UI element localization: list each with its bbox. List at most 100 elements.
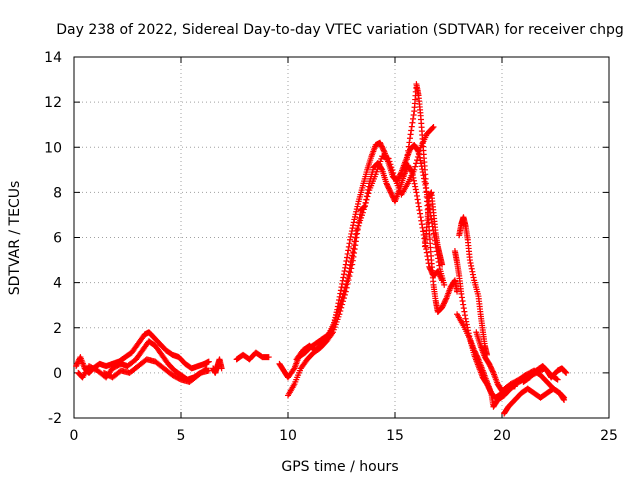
- data-point-marker: [417, 210, 424, 217]
- data-point-marker: [414, 192, 421, 199]
- data-point-marker: [389, 167, 396, 174]
- data-point-marker: [460, 301, 467, 308]
- data-point-marker: [344, 254, 351, 261]
- data-point-marker: [362, 200, 369, 207]
- data-point-marker: [345, 247, 352, 254]
- data-point-marker: [343, 281, 350, 288]
- data-point-marker: [344, 278, 351, 285]
- data-point-marker: [410, 177, 417, 184]
- data-point-marker: [414, 157, 421, 164]
- data-point-marker: [338, 284, 345, 291]
- data-point-marker: [347, 236, 354, 243]
- data-point-marker: [350, 222, 357, 229]
- y-tick-label: 4: [53, 276, 62, 292]
- data-point-marker: [346, 240, 353, 247]
- series-track-3: [100, 356, 210, 385]
- data-point-marker: [463, 318, 470, 325]
- data-point-marker: [332, 317, 339, 324]
- series-track-10: [421, 189, 446, 268]
- data-point-marker: [361, 203, 368, 210]
- data-point-marker: [412, 186, 419, 193]
- data-point-marker: [342, 261, 349, 268]
- data-point-marker: [406, 139, 413, 146]
- data-point-marker: [388, 164, 395, 171]
- data-point-marker: [553, 375, 560, 382]
- data-point-marker: [380, 147, 387, 154]
- data-point-marker: [342, 264, 349, 271]
- data-point-marker: [438, 276, 445, 283]
- data-point-marker: [350, 219, 357, 226]
- data-point-marker: [340, 291, 347, 298]
- data-point-marker: [339, 280, 346, 287]
- data-point-marker: [408, 123, 415, 130]
- data-point-marker: [344, 275, 351, 282]
- data-point-marker: [337, 287, 344, 294]
- data-point-marker: [404, 151, 411, 158]
- data-point-marker: [462, 312, 469, 319]
- data-point-marker: [339, 294, 346, 301]
- data-point-marker: [339, 277, 346, 284]
- data-point-marker: [332, 315, 339, 322]
- series-track-4: [210, 356, 225, 376]
- data-point-marker: [468, 262, 475, 269]
- data-point-marker: [403, 156, 410, 163]
- y-tick-label: 2: [53, 321, 62, 337]
- series-track-15: [501, 385, 568, 417]
- data-point-marker: [563, 369, 570, 376]
- data-point-marker: [385, 155, 392, 162]
- y-tick-label: 8: [53, 185, 62, 201]
- data-point-marker: [346, 268, 353, 275]
- data-point-marker: [365, 190, 372, 197]
- data-point-marker: [419, 224, 426, 231]
- data-point-marker: [560, 395, 567, 402]
- data-point-marker: [461, 308, 468, 315]
- data-point-marker: [411, 166, 418, 173]
- data-point-marker: [423, 249, 430, 256]
- data-point-marker: [324, 332, 331, 339]
- data-point-marker: [459, 297, 466, 304]
- data-point-marker: [474, 355, 481, 362]
- data-point-marker: [341, 288, 348, 295]
- data-point-marker: [359, 209, 366, 216]
- y-tick-label: 10: [44, 140, 62, 156]
- data-point-marker: [468, 265, 475, 272]
- y-tick-label: 12: [44, 95, 62, 111]
- series-track-11: [456, 214, 491, 358]
- data-point-marker: [439, 261, 446, 268]
- x-tick-label: 0: [70, 428, 79, 444]
- data-point-marker: [265, 354, 272, 361]
- data-point-marker: [348, 255, 355, 262]
- data-point-marker: [554, 376, 561, 383]
- data-point-marker: [561, 368, 568, 375]
- data-point-marker: [386, 158, 393, 165]
- data-point-marker: [439, 277, 446, 284]
- series-track-6: [276, 139, 448, 381]
- data-point-marker: [363, 196, 370, 203]
- y-tick-label: 14: [44, 50, 62, 66]
- series-track-5: [233, 349, 272, 363]
- data-point-marker: [336, 303, 343, 310]
- series-track-7: [285, 160, 446, 399]
- data-point-marker: [562, 369, 569, 376]
- data-point-marker: [333, 312, 340, 319]
- data-point-marker: [458, 294, 465, 301]
- data-point-marker: [428, 216, 435, 223]
- data-point-marker: [466, 257, 473, 264]
- data-point-marker: [418, 221, 425, 228]
- data-point-marker: [414, 153, 421, 160]
- data-point-marker: [419, 166, 426, 173]
- data-point-marker: [349, 249, 356, 256]
- data-point-marker: [418, 217, 425, 224]
- data-point-marker: [352, 231, 359, 238]
- data-point-marker: [417, 214, 424, 221]
- data-point-marker: [403, 160, 410, 167]
- data-point-marker: [441, 281, 448, 288]
- data-point-marker: [349, 252, 356, 259]
- data-point-marker: [416, 207, 423, 214]
- data-point-marker: [411, 180, 418, 187]
- series-track-9: [402, 81, 461, 315]
- data-point-marker: [462, 315, 469, 322]
- chart-title: Day 238 of 2022, Sidereal Day-to-day VTE…: [56, 22, 624, 38]
- data-point-marker: [391, 172, 398, 179]
- data-point-marker: [346, 265, 353, 272]
